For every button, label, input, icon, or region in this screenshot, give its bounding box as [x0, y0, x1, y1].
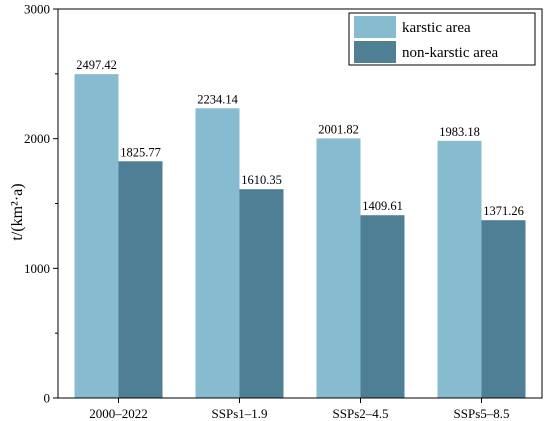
data-label-non-karstic-area-ssps5-8-5: 1371.26: [483, 204, 524, 218]
bar-non-karstic-area-ssps1-1-9: [239, 189, 284, 398]
legend-swatch-non-karstic-area: [354, 41, 396, 63]
x-tick-label-ssps1-1-9: SSPs1–1.9: [212, 406, 268, 421]
legend-swatch-karstic-area: [354, 16, 396, 38]
legend-label-karstic-area: karstic area: [402, 20, 471, 36]
data-label-non-karstic-area-ssps1-1-9: 1610.35: [241, 173, 282, 187]
y-tick-label: 0: [44, 391, 51, 406]
bar-non-karstic-area-ssps2-4-5: [360, 215, 405, 398]
y-tick-label: 2000: [24, 131, 50, 146]
bar-non-karstic-area-ssps5-8-5: [481, 220, 526, 398]
bars-layer: [74, 74, 526, 399]
x-tick-label-ssps5-8-5: SSPs5–8.5: [454, 406, 510, 421]
data-label-non-karstic-area-2000-2022: 1825.77: [120, 145, 161, 159]
y-tick-label: 3000: [24, 2, 50, 17]
data-label-karstic-area-ssps2-4-5: 2001.82: [318, 122, 359, 136]
x-axis: 2000–2022 SSPs1–1.9 SSPs2–4.5 SSPs5–8.5: [89, 398, 510, 421]
y-axis-title: t/(km²·a): [9, 183, 26, 240]
bar-karstic-area-ssps1-1-9: [195, 108, 240, 398]
x-tick-label-ssps2-4-5: SSPs2–4.5: [333, 406, 389, 421]
data-label-karstic-area-ssps5-8-5: 1983.18: [439, 125, 480, 139]
y-axis: 0 1000 2000 3000: [24, 2, 58, 406]
data-label-karstic-area-2000-2022: 2497.42: [76, 58, 117, 72]
legend-label-non-karstic-area: non-karstic area: [402, 45, 499, 61]
x-tick-label-2000-2022: 2000–2022: [89, 406, 148, 421]
y-tick-label: 1000: [24, 261, 50, 276]
data-labels-layer: 2497.42 1825.77 2234.14 1610.35 2001.82 1409.…: [76, 58, 524, 218]
data-label-non-karstic-area-ssps2-4-5: 1409.61: [362, 199, 403, 213]
data-label-karstic-area-ssps1-1-9: 2234.14: [197, 92, 238, 106]
bar-karstic-area-ssps5-8-5: [437, 140, 482, 398]
bar-karstic-area-ssps2-4-5: [316, 138, 361, 399]
bar-karstic-area-2000-2022: [74, 74, 119, 398]
bar-non-karstic-area-2000-2022: [118, 161, 163, 398]
legend: karstic area non-karstic area: [348, 12, 536, 66]
